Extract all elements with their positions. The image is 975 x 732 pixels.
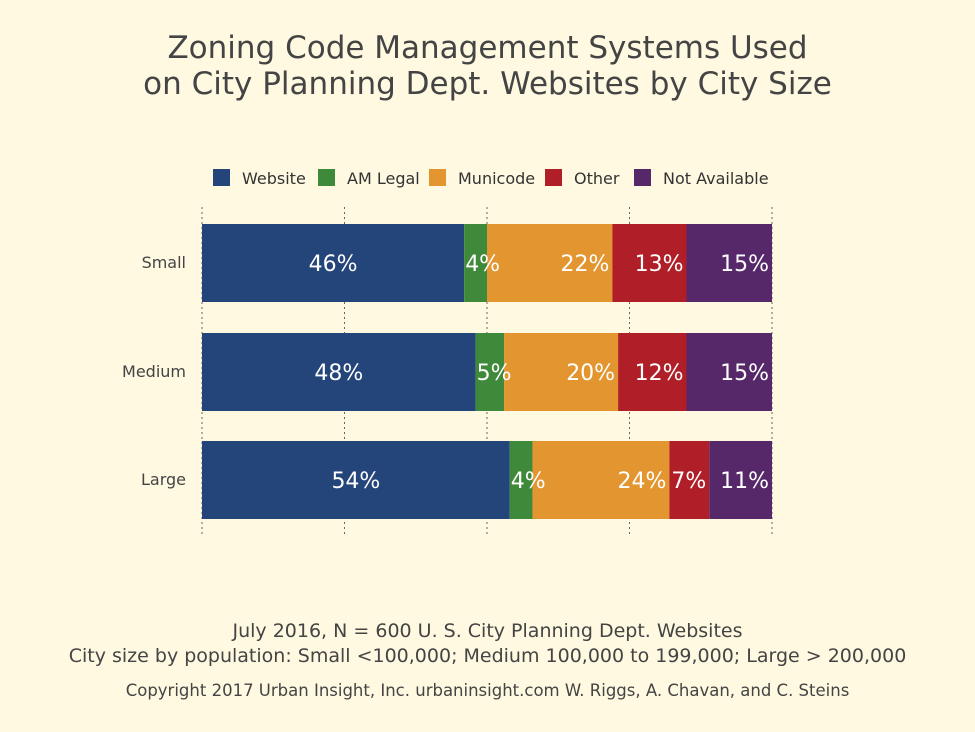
bar-segment-1-2 bbox=[504, 333, 619, 411]
data-label-2-2: 24% bbox=[617, 469, 666, 494]
legend-label-4: Not Available bbox=[663, 169, 769, 188]
bar-segment-0-2 bbox=[487, 224, 613, 302]
bar-segment-0-1 bbox=[464, 224, 487, 302]
data-label-0-1: 4% bbox=[465, 252, 500, 277]
bar-segment-2-2 bbox=[532, 441, 670, 519]
legend-label-0: Website bbox=[242, 169, 306, 188]
data-label-2-4: 11% bbox=[720, 469, 769, 494]
data-label-1-3: 12% bbox=[635, 361, 684, 386]
data-label-0-2: 22% bbox=[560, 252, 609, 277]
bar-segment-0-3 bbox=[612, 224, 687, 302]
category-label-0: Small bbox=[142, 253, 186, 272]
legend-label-3: Other bbox=[574, 169, 620, 188]
data-label-2-1: 4% bbox=[511, 469, 546, 494]
data-label-1-0: 48% bbox=[314, 361, 363, 386]
bar-segment-1-1 bbox=[475, 333, 505, 411]
data-label-0-4: 15% bbox=[720, 252, 769, 277]
footnote-city-size: City size by population: Small <100,000;… bbox=[68, 645, 907, 667]
data-label-2-0: 54% bbox=[331, 469, 380, 494]
footnote-survey: July 2016, N = 600 U. S. City Planning D… bbox=[232, 620, 743, 642]
bar-segment-0-4 bbox=[686, 224, 772, 302]
data-label-1-1: 5% bbox=[477, 361, 512, 386]
data-label-0-0: 46% bbox=[309, 252, 358, 277]
bar-segment-1-4 bbox=[686, 333, 772, 411]
legend-swatch-0 bbox=[213, 169, 230, 186]
chart-title-line-1: Zoning Code Management Systems Used bbox=[167, 30, 808, 66]
data-label-1-2: 20% bbox=[566, 361, 615, 386]
category-label-2: Large bbox=[141, 470, 186, 489]
data-label-2-3: 7% bbox=[671, 469, 706, 494]
bar-segment-1-3 bbox=[618, 333, 687, 411]
bar-segment-0-0 bbox=[202, 224, 465, 302]
data-label-0-3: 13% bbox=[635, 252, 684, 277]
bar-segment-1-0 bbox=[202, 333, 476, 411]
chart-title-line-2: on City Planning Dept. Websites by City … bbox=[143, 66, 832, 102]
footnote-copyright: Copyright 2017 Urban Insight, Inc. urban… bbox=[125, 681, 850, 700]
legend-label-1: AM Legal bbox=[347, 169, 420, 188]
data-label-1-4: 15% bbox=[720, 361, 769, 386]
legend-swatch-3 bbox=[545, 169, 562, 186]
bar-segment-2-4 bbox=[709, 441, 772, 519]
bar-segment-2-1 bbox=[509, 441, 533, 519]
legend-swatch-4 bbox=[634, 169, 651, 186]
legend-swatch-2 bbox=[429, 169, 446, 186]
stacked-bar-chart: Website AM Legal Municode Other Not Availabl… bbox=[122, 169, 773, 536]
category-label-1: Medium bbox=[122, 362, 186, 381]
bar-segment-2-3 bbox=[669, 441, 710, 519]
legend-swatch-1 bbox=[318, 169, 335, 186]
bar-segment-2-0 bbox=[202, 441, 510, 519]
legend-label-2: Municode bbox=[458, 169, 535, 188]
